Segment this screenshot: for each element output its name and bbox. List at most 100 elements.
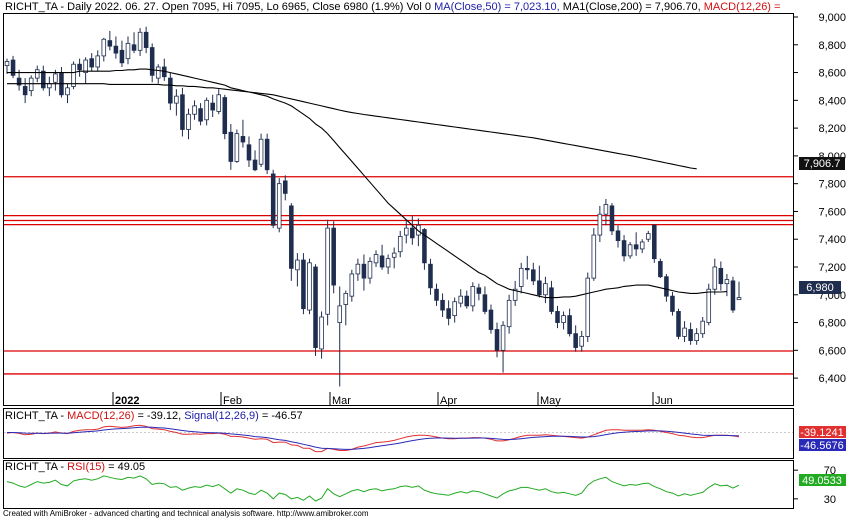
- candle-body-down: [494, 329, 500, 351]
- candle: [410, 215, 415, 245]
- x-tick-label: May: [540, 395, 561, 407]
- candle: [543, 276, 548, 304]
- candle: [186, 108, 191, 140]
- svg-text:-39.1241: -39.1241: [800, 427, 843, 439]
- ma200-last-badge: 7,906.7: [799, 157, 845, 170]
- candle: [488, 304, 494, 334]
- candle-body-down: [228, 131, 234, 162]
- candle: [700, 317, 705, 338]
- candle-body-down: [434, 288, 439, 301]
- macd-signal-line: [7, 426, 740, 450]
- candle: [331, 221, 336, 294]
- svg-text:6,980: 6,980: [806, 282, 834, 294]
- svg-text:49.0533: 49.0533: [802, 475, 842, 487]
- candle-body-up: [452, 301, 457, 317]
- candle-body-up: [724, 279, 730, 285]
- candle: [385, 254, 391, 274]
- candle: [301, 253, 306, 315]
- candle: [192, 100, 197, 120]
- price-y-tick-label: 7,200: [818, 262, 846, 274]
- candle: [524, 255, 530, 280]
- x-tick-label: Jun: [655, 395, 673, 407]
- candle: [476, 283, 482, 301]
- candle: [440, 293, 445, 317]
- close-last-badge: 6,980: [799, 281, 841, 294]
- candle: [452, 297, 457, 323]
- candle: [470, 282, 476, 312]
- price-y-tick-label: 8,400: [818, 95, 846, 107]
- candle-body-down: [615, 230, 621, 242]
- candle: [307, 258, 312, 315]
- candle-body-down: [283, 180, 288, 194]
- candle: [500, 321, 506, 373]
- candle: [319, 311, 324, 359]
- candle-body-down: [633, 244, 639, 250]
- candle-body-up: [603, 204, 609, 215]
- candle: [403, 219, 409, 244]
- candle-body-down: [89, 58, 94, 68]
- candle: [730, 276, 736, 313]
- candle: [652, 223, 657, 263]
- price-panel-header: RICHT_TA - Daily 2022. 06. 27. Open 7095…: [5, 1, 780, 13]
- candle: [41, 65, 46, 91]
- candle: [482, 286, 488, 315]
- candle-body-up: [325, 227, 330, 315]
- rsi-panel-frame: [3, 460, 794, 509]
- ma200-line: [7, 83, 697, 170]
- candle-body-up: [349, 273, 355, 297]
- candle: [639, 239, 645, 254]
- candle: [28, 75, 34, 97]
- candle: [16, 69, 22, 91]
- macd-line: [6, 424, 740, 453]
- candle-body-up: [258, 138, 264, 165]
- candle: [633, 232, 639, 256]
- candle-body-down: [537, 280, 542, 296]
- candle: [609, 203, 615, 236]
- candle: [361, 254, 367, 291]
- candle-body-up: [403, 227, 409, 236]
- rsi-panel-header: RICHT_TA - RSI(15) = 49.05: [5, 461, 145, 473]
- candle: [222, 94, 228, 140]
- candle-body-down: [658, 261, 663, 278]
- support-resistance-lines: [4, 176, 793, 375]
- candle-body-down: [264, 138, 270, 171]
- svg-text:-46.5676: -46.5676: [800, 440, 843, 452]
- candle: [10, 55, 16, 79]
- candle: [71, 61, 76, 90]
- candle: [670, 292, 675, 316]
- candle: [295, 253, 300, 287]
- candle: [258, 133, 264, 167]
- candle-body-down: [609, 205, 615, 232]
- candle-body-down: [428, 263, 433, 289]
- candle-body-down: [676, 311, 681, 337]
- candle: [113, 36, 119, 59]
- x-tick-label: Apr: [440, 395, 457, 407]
- candle-body-up: [385, 258, 391, 268]
- date-x-axis: 2022 Feb Mar Apr May Jun: [112, 392, 673, 407]
- candle: [506, 294, 512, 334]
- candle-body-up: [543, 283, 548, 296]
- candle: [65, 83, 70, 104]
- candle: [694, 328, 699, 345]
- candle: [325, 219, 330, 326]
- candle-body-up: [234, 133, 240, 162]
- candle-body-up: [295, 259, 300, 271]
- candle-body-up: [53, 73, 58, 83]
- candle-body-down: [621, 240, 627, 257]
- candle-body-down: [379, 255, 385, 268]
- candle-body-up: [174, 95, 179, 104]
- candle-body-down: [222, 97, 228, 135]
- price-y-tick-label: 6,400: [818, 373, 846, 385]
- candle-body-up: [192, 105, 197, 115]
- candle-body-up: [367, 261, 373, 279]
- candle: [264, 133, 270, 174]
- candle: [174, 89, 179, 116]
- candle-body-down: [210, 102, 215, 111]
- candle-body-up: [4, 61, 10, 67]
- candle-body-up: [34, 69, 40, 79]
- candle: [676, 308, 681, 340]
- candle-body-up: [561, 315, 566, 323]
- ma50-line: [7, 68, 727, 299]
- candle: [168, 72, 173, 111]
- candle: [53, 69, 58, 91]
